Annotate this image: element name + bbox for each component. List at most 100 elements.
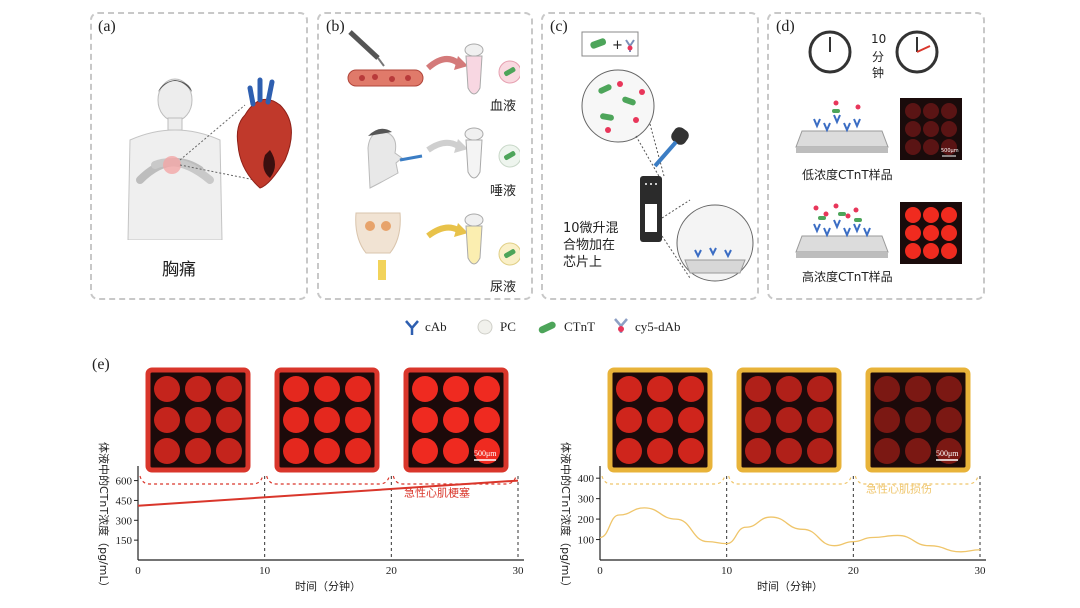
panel-e-label: (e) — [92, 356, 110, 373]
fluorescence-spot — [678, 407, 704, 433]
chart-left: 500μm 150 300 450 600 0 10 20 30 时间（分钟） 体液中的CTnT浓度… — [97, 367, 525, 593]
fluorescence-spot — [443, 407, 469, 433]
ctnt-green-icon — [538, 321, 556, 334]
fluorescence-spot — [314, 376, 340, 402]
fluorescence-spot — [314, 407, 340, 433]
fluorescence-image-0-2: 500μm — [403, 367, 509, 473]
legend-label-ctnt: CTnT — [564, 319, 596, 334]
syringe-icon — [348, 30, 385, 67]
x-tick-label: 20 — [386, 565, 398, 577]
fluorescence-spot — [185, 376, 211, 402]
fluorescence-spot — [745, 407, 771, 433]
x-tick-label: 30 — [513, 565, 525, 577]
x-tick-label: 10 — [721, 565, 733, 577]
panel-d — [767, 12, 985, 300]
fluorescence-spot — [216, 407, 242, 433]
fluorescence-image-0-0 — [145, 367, 251, 473]
fluorescence-spot — [807, 376, 833, 402]
fluorescence-spot — [345, 376, 371, 402]
fluorescence-spot — [936, 407, 962, 433]
svg-text:+: + — [612, 38, 623, 53]
panel-a-label: (a) — [98, 18, 116, 35]
fluorescence-spot — [678, 376, 704, 402]
panel-b-label: (b) — [326, 18, 345, 35]
fluorescence-image-0-1 — [274, 367, 380, 473]
fluorescence-spot — [185, 407, 211, 433]
y-tick-label: 100 — [578, 535, 595, 547]
x-axis-label: 时间（分钟） — [757, 579, 823, 593]
chip-icon — [640, 176, 662, 242]
high-conc-label: 高浓度CTnT样品 — [802, 270, 893, 284]
fluorescence-spot — [874, 376, 900, 402]
y-tick-label: 300 — [578, 494, 595, 506]
heart-icon — [236, 77, 292, 189]
fluorescence-spot — [443, 376, 469, 402]
fluorescence-spot — [345, 438, 371, 464]
fluorescence-spot — [283, 438, 309, 464]
series-line-0 — [137, 479, 519, 507]
x-tick-label: 30 — [975, 565, 987, 577]
fluorescence-spot — [154, 407, 180, 433]
fluorescence-spot — [474, 438, 500, 464]
tube-blood-icon — [464, 43, 484, 95]
fluorescence-spot — [776, 407, 802, 433]
y-tick-label: 300 — [116, 515, 133, 527]
low-conc-scalebar: 500μm — [941, 148, 959, 154]
fluorescence-image-1-1 — [736, 367, 842, 473]
fluorescence-spot — [474, 407, 500, 433]
fluorescence-spot — [412, 376, 438, 402]
x-tick-label: 20 — [848, 565, 860, 577]
low-conc-fluorescence-image — [900, 98, 962, 160]
pc-circle-icon — [477, 319, 493, 335]
time-label-line2: 分 — [872, 50, 885, 64]
cy5-antibody-icon — [625, 39, 635, 52]
fluorescence-spot — [807, 438, 833, 464]
chip-loading-note: 10微升混 合物加在 芯片上 — [563, 221, 619, 270]
fluorescence-spot — [936, 376, 962, 402]
y-tick-label: 200 — [578, 514, 595, 526]
series-annotation: 急性心肌梗塞 — [404, 485, 470, 499]
blood-label: 血液 — [490, 99, 517, 114]
panel-b — [317, 12, 533, 300]
fluorescence-spot — [474, 376, 500, 402]
clock-start-icon — [808, 30, 852, 74]
x-tick-label: 0 — [597, 565, 603, 577]
x-axis-label: 时间（分钟） — [295, 579, 361, 593]
fluorescence-spot — [776, 376, 802, 402]
fluorescence-spot — [647, 376, 673, 402]
panel-c — [541, 12, 759, 300]
high-conc-fluorescence-image — [900, 202, 962, 264]
fluorescence-spot — [616, 407, 642, 433]
chip-loading-illustration: + — [581, 31, 754, 282]
fluorescence-spot — [647, 407, 673, 433]
fluorescence-spot — [412, 407, 438, 433]
tube-saliva-icon — [464, 127, 484, 179]
fluorescence-spot — [283, 376, 309, 402]
y-tick-label: 150 — [116, 535, 133, 547]
panel-c-label: (c) — [550, 18, 568, 35]
fluorescence-spot — [905, 407, 931, 433]
time-bracket — [139, 475, 517, 485]
clock-end-icon — [895, 30, 939, 74]
fluorescence-image-1-0 — [607, 367, 713, 473]
y-tick-label: 450 — [116, 495, 133, 507]
fluorescence-spot — [745, 376, 771, 402]
y-tick-label: 400 — [578, 473, 595, 485]
fluorescence-spot — [776, 438, 802, 464]
fluorescence-spot — [443, 438, 469, 464]
body-fluids-illustration — [347, 30, 520, 280]
series-line-1 — [599, 507, 981, 553]
legend-label-cab: cAb — [425, 319, 447, 334]
scalebar-label: 500μm — [474, 449, 497, 458]
y-tick-label: 600 — [116, 476, 133, 488]
legend-label-cy5: cy5-dAb — [635, 319, 681, 334]
fluorescence-spot — [616, 376, 642, 402]
x-tick-label: 10 — [259, 565, 271, 577]
fluorescence-spot — [807, 407, 833, 433]
cy5-antibody-legend-icon — [614, 318, 628, 333]
chest-pain-illustration — [127, 77, 292, 240]
urine-label: 尿液 — [490, 280, 517, 295]
series-annotation: 急性心肌损伤 — [866, 482, 932, 496]
fluorescence-spot — [216, 438, 242, 464]
dropper-icon — [653, 127, 689, 168]
